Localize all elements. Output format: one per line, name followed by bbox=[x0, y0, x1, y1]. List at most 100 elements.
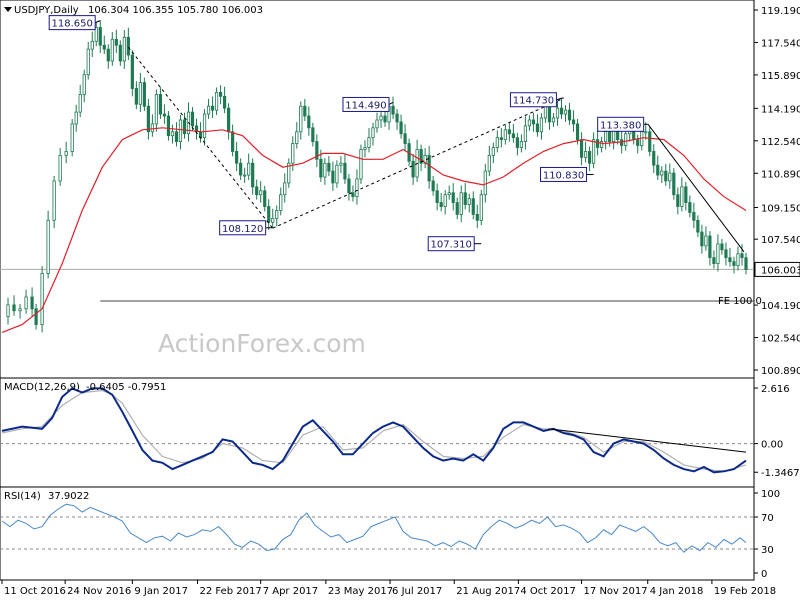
candle-body bbox=[511, 133, 515, 139]
rsi-title: RSI(14) bbox=[4, 491, 41, 502]
candle-body bbox=[351, 192, 355, 198]
candle-body bbox=[154, 93, 159, 125]
price-tick-label: 112.540 bbox=[761, 137, 800, 148]
candle-body bbox=[483, 170, 487, 196]
candle-body bbox=[740, 253, 744, 259]
annotation-box bbox=[48, 15, 96, 31]
candle-body bbox=[720, 243, 724, 251]
candle-body bbox=[367, 137, 371, 148]
macd-tick-label: -1.3467 bbox=[761, 468, 800, 479]
rsi-line bbox=[1, 503, 747, 553]
date-tick-label: 19 Feb 2018 bbox=[714, 586, 776, 597]
axes-layer: 119.190 117.540 115.890 114.190 112.540 110.8… bbox=[1, 6, 800, 597]
candle-body bbox=[182, 119, 187, 135]
candle-body bbox=[263, 190, 267, 207]
annotation-label: 110.830 bbox=[543, 170, 584, 181]
candle-body bbox=[355, 178, 359, 198]
candle-body bbox=[431, 180, 435, 192]
symbol-label: USDJPY,Daily bbox=[14, 5, 79, 16]
candle-body bbox=[535, 123, 540, 133]
candle-body bbox=[571, 119, 576, 125]
candle-body bbox=[672, 172, 676, 196]
candle-body bbox=[507, 129, 511, 135]
price-tick-label: 109.150 bbox=[761, 204, 800, 215]
candle-body bbox=[251, 162, 255, 188]
annotation-leader bbox=[95, 20, 101, 24]
annotation-label: 118.650 bbox=[52, 19, 93, 30]
candle-body bbox=[142, 82, 146, 107]
projection-dashed-line bbox=[127, 46, 274, 229]
candle-body bbox=[363, 147, 367, 150]
candle-body bbox=[736, 253, 740, 266]
candle-body bbox=[644, 131, 648, 134]
annotation-box bbox=[597, 116, 645, 132]
candle-body bbox=[563, 109, 568, 115]
candle-body bbox=[443, 194, 447, 207]
rsi-tick-label: 30 bbox=[761, 545, 774, 556]
header: USDJPY,Daily 106.304 106.355 105.780 106… bbox=[4, 5, 263, 16]
candle-body bbox=[174, 131, 179, 143]
candle-body bbox=[684, 186, 688, 203]
candle-body bbox=[652, 151, 656, 166]
candle-body bbox=[307, 115, 311, 129]
candle-body bbox=[118, 44, 122, 62]
candle-body bbox=[150, 123, 155, 133]
candle-body bbox=[620, 139, 624, 146]
candle-body bbox=[660, 170, 664, 176]
candle-body bbox=[259, 190, 263, 196]
price-tick-label: 104.190 bbox=[761, 301, 800, 312]
date-tick-label: 9 Jan 2017 bbox=[134, 586, 188, 597]
candle-body bbox=[403, 133, 407, 144]
candle-body bbox=[227, 107, 231, 133]
candle-body bbox=[531, 119, 536, 125]
projection-dashed-line bbox=[272, 97, 564, 229]
annotation-label: 114.730 bbox=[513, 96, 554, 107]
candle-body bbox=[190, 111, 195, 127]
candle-body bbox=[463, 192, 467, 205]
candle-body bbox=[596, 139, 600, 148]
date-tick-label: 23 May 2017 bbox=[328, 586, 393, 597]
candle-body bbox=[255, 186, 259, 196]
macd-header: MACD(12,26,9) -0.6405 -0.7951 bbox=[4, 382, 166, 393]
candle-body bbox=[696, 219, 700, 233]
annotation-leader bbox=[556, 97, 564, 101]
annotation-box bbox=[427, 236, 475, 252]
price-tick-label: 119.190 bbox=[761, 6, 800, 17]
candle-body bbox=[559, 107, 564, 115]
candle-body bbox=[52, 180, 56, 221]
ohlc-label: 106.304 106.355 105.780 106.003 bbox=[88, 5, 263, 16]
candle-body bbox=[166, 115, 171, 137]
candle-body bbox=[600, 141, 604, 148]
candle-body bbox=[86, 48, 90, 76]
candle-body bbox=[716, 243, 720, 264]
candle-body bbox=[551, 117, 556, 123]
candle-body bbox=[391, 105, 395, 115]
candle-body bbox=[680, 186, 684, 207]
candle-body bbox=[427, 154, 431, 182]
candle-body bbox=[527, 119, 532, 127]
macd-trendline bbox=[548, 428, 747, 453]
candle-body bbox=[343, 162, 347, 180]
candle-body bbox=[395, 113, 399, 123]
candle-body bbox=[499, 137, 503, 141]
candle-body bbox=[46, 219, 50, 274]
candle-body bbox=[575, 123, 580, 141]
candle-body bbox=[327, 162, 331, 172]
candle-body bbox=[668, 172, 672, 182]
candle-body bbox=[471, 198, 475, 215]
date-tick-label: 11 Oct 2016 bbox=[4, 586, 66, 597]
date-tick-label: 21 Aug 2017 bbox=[456, 586, 520, 597]
candle-body bbox=[664, 170, 668, 182]
candle-body bbox=[608, 131, 612, 143]
candle-body bbox=[383, 115, 387, 123]
date-tick-label: 6 Jul 2017 bbox=[392, 586, 442, 597]
candle-body bbox=[311, 127, 315, 143]
collapse-triangle-icon[interactable] bbox=[4, 7, 12, 12]
candle-body bbox=[206, 105, 211, 115]
candle-body bbox=[235, 151, 239, 164]
candle-body bbox=[162, 113, 167, 117]
candle-body bbox=[688, 202, 692, 213]
candle-body bbox=[555, 107, 560, 119]
date-tick-label: 17 Nov 2017 bbox=[584, 586, 648, 597]
